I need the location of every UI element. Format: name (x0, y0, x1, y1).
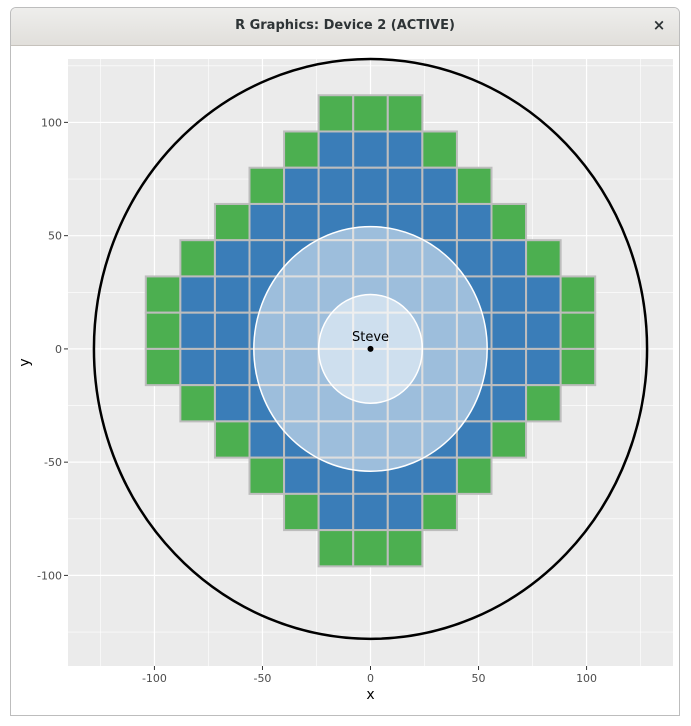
tile-blue (179, 275, 216, 314)
tile-blue (455, 420, 493, 459)
tile-blue (283, 456, 320, 495)
tile-green (248, 456, 286, 495)
tile-green (352, 529, 389, 568)
tile-blue (352, 492, 389, 532)
tile-blue (248, 420, 286, 459)
y-tick-label: -100 (37, 569, 62, 582)
r-graphics-window: R Graphics: Device 2 (ACTIVE) × Steve -10… (10, 7, 680, 716)
x-tick-label: 100 (576, 672, 597, 685)
tile-blue (317, 492, 355, 532)
tile-green (559, 347, 597, 387)
tile-blue (525, 347, 562, 387)
tile-blue (455, 239, 493, 278)
tile-green (386, 529, 424, 568)
y-tick-label: 50 (48, 230, 62, 243)
tile-blue (525, 275, 562, 314)
plot-svg: Steve -100 -50 0 50 100 100 50 0 -50 -100 x y (17, 57, 673, 703)
x-tick-label: -50 (253, 672, 271, 685)
tile-blue (213, 275, 251, 314)
tile-blue (490, 275, 528, 314)
tile-blue (213, 239, 251, 278)
tile-green (283, 130, 320, 169)
tile-blue (213, 311, 251, 350)
tile-blue (490, 347, 528, 387)
tile-green (144, 275, 182, 314)
tile-blue (179, 311, 216, 350)
tile-blue (179, 347, 216, 387)
title-bar[interactable]: R Graphics: Device 2 (ACTIVE) × (11, 8, 679, 46)
tile-blue (213, 384, 251, 423)
tile-blue (455, 202, 493, 242)
tile-green (386, 94, 424, 133)
tile-green (144, 311, 182, 350)
tile-blue (317, 130, 355, 169)
tile-green (559, 311, 597, 350)
tile-green (421, 492, 458, 532)
tile-blue (317, 166, 355, 205)
y-tick-label: 0 (55, 343, 62, 356)
tile-green (525, 239, 562, 278)
tile-green (144, 347, 182, 387)
tile-green (248, 166, 286, 205)
x-tick-label: 0 (367, 672, 374, 685)
tile-blue (421, 202, 458, 242)
y-axis-title: y (17, 358, 33, 366)
point-label: Steve (352, 330, 389, 345)
tile-blue (386, 492, 424, 532)
tile-green (490, 420, 528, 459)
tile-green (213, 202, 251, 242)
tile-blue (525, 311, 562, 350)
tile-green (317, 94, 355, 133)
tile-green (352, 94, 389, 133)
window-title: R Graphics: Device 2 (ACTIVE) (235, 18, 455, 33)
x-axis-title: x (366, 687, 374, 703)
y-tick-label: 100 (41, 116, 62, 129)
tile-green (179, 384, 216, 423)
close-icon[interactable]: × (652, 16, 666, 34)
tile-green (283, 492, 320, 532)
tile-blue (490, 384, 528, 423)
tile-blue (386, 166, 424, 205)
tile-blue (248, 202, 286, 242)
tile-green (559, 275, 597, 314)
tile-blue (421, 456, 458, 495)
tile-blue (421, 166, 458, 205)
tile-blue (283, 202, 320, 242)
tile-blue (490, 311, 528, 350)
tile-blue (213, 347, 251, 387)
outer-circle (92, 57, 649, 641)
x-tick-label: 50 (472, 672, 486, 685)
y-tick-label: -50 (44, 456, 62, 469)
tile-green (213, 420, 251, 459)
tile-green (421, 130, 458, 169)
plot-area: Steve -100 -50 0 50 100 100 50 0 -50 -100 x y (11, 46, 679, 715)
tile-green (179, 239, 216, 278)
tile-blue (283, 166, 320, 205)
tile-blue (386, 130, 424, 169)
tile-blue (490, 239, 528, 278)
x-tick-label: -100 (142, 672, 167, 685)
tile-green (525, 384, 562, 423)
tile-blue (352, 166, 389, 205)
tile-blue (352, 130, 389, 169)
data-point (367, 345, 374, 352)
tile-green (455, 166, 493, 205)
tile-green (490, 202, 528, 242)
tile-green (455, 456, 493, 495)
tile-blue (248, 239, 286, 278)
tile-green (317, 529, 355, 568)
